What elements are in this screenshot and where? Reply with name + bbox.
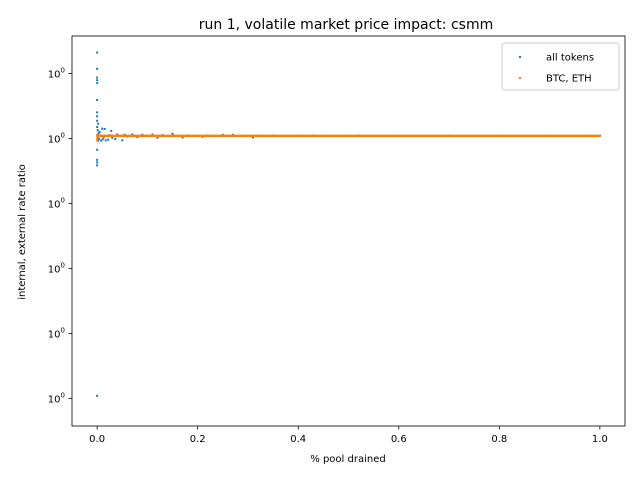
y-tick-label: 100 [48, 261, 65, 275]
y-tick-label: 100 [48, 326, 65, 340]
data-point [96, 394, 99, 397]
data-point [100, 139, 103, 142]
data-point [111, 136, 114, 139]
data-point [101, 138, 104, 141]
y-axis-label: internal, external rate ratio [17, 164, 28, 300]
data-point [397, 134, 400, 137]
data-point [498, 134, 501, 137]
data-point [131, 133, 134, 136]
data-point [97, 132, 100, 135]
legend-entries: all tokens BTC, ETH [519, 53, 594, 85]
x-tick-label: 0.0 [89, 434, 105, 445]
plot-area [71, 35, 626, 427]
x-tick-label: 0.8 [491, 434, 507, 445]
axes-frame [71, 35, 626, 427]
data-point [151, 133, 154, 136]
data-point [96, 51, 99, 54]
chart-title: run 1, volatile market price impact: csm… [199, 17, 493, 33]
data-point [116, 133, 119, 136]
data-point [102, 136, 105, 139]
legend-box [501, 42, 620, 91]
data-point [97, 122, 100, 125]
data-point [96, 111, 99, 114]
data-point [96, 126, 99, 128]
y-tick-label: 100 [48, 196, 65, 210]
y-tick-label: 100 [48, 131, 65, 145]
series-2 [96, 134, 601, 142]
data-point [96, 67, 99, 70]
data-point [102, 134, 105, 137]
x-axis: 0.0 0.2 0.4 0.6 0.8 1.0 [89, 426, 608, 445]
data-point [106, 134, 109, 137]
legend-marker [519, 77, 521, 79]
data-point [171, 132, 174, 135]
data-point [96, 79, 99, 82]
legend: all tokens BTC, ETH [501, 42, 620, 91]
data-point [121, 139, 124, 142]
data-point [598, 134, 601, 137]
legend-entry: BTC, ETH [519, 74, 592, 85]
data-point [98, 134, 101, 137]
data-point [107, 138, 110, 141]
data-point [251, 136, 254, 139]
data-point [156, 136, 159, 139]
x-tick-label: 1.0 [592, 434, 608, 445]
data-point [98, 130, 101, 133]
legend-entry: all tokens [519, 53, 594, 64]
data-point [548, 134, 551, 137]
y-tick-label: 100 [48, 391, 65, 405]
data-point [96, 148, 99, 151]
data-point [114, 138, 117, 141]
data-point [98, 138, 101, 141]
data-point [96, 158, 99, 161]
data-point [96, 119, 99, 122]
data-point [96, 129, 99, 132]
data-point [97, 139, 100, 142]
data-point [96, 137, 99, 140]
data-point [121, 134, 124, 137]
data-point [347, 134, 350, 137]
data-point [97, 134, 100, 137]
series-layer [96, 51, 601, 397]
x-tick-label: 0.6 [391, 434, 407, 445]
data-point [136, 136, 139, 139]
data-point [181, 136, 184, 139]
data-point [96, 134, 99, 137]
x-tick-label: 0.2 [190, 434, 206, 445]
legend-label: all tokens [546, 53, 594, 64]
data-point [100, 134, 103, 137]
y-tick-label: 100 [48, 66, 65, 80]
data-point [96, 99, 99, 102]
data-point [297, 134, 300, 137]
data-point [110, 129, 113, 132]
x-tick-label: 0.4 [290, 434, 306, 445]
data-point [103, 127, 106, 130]
data-point [96, 115, 99, 118]
legend-label: BTC, ETH [546, 74, 592, 85]
data-point [96, 82, 99, 85]
data-point [96, 139, 99, 142]
y-axis: 100 100 100 100 100 100 [48, 66, 72, 405]
data-point [96, 161, 99, 164]
x-axis-label: % pool drained [310, 454, 385, 465]
data-point [101, 127, 104, 130]
legend-marker [519, 56, 521, 58]
data-point [246, 134, 249, 137]
data-point [96, 164, 99, 167]
data-point [448, 134, 451, 137]
data-point [104, 139, 107, 142]
data-point [196, 134, 199, 137]
data-point [146, 134, 149, 137]
data-point [96, 76, 99, 79]
